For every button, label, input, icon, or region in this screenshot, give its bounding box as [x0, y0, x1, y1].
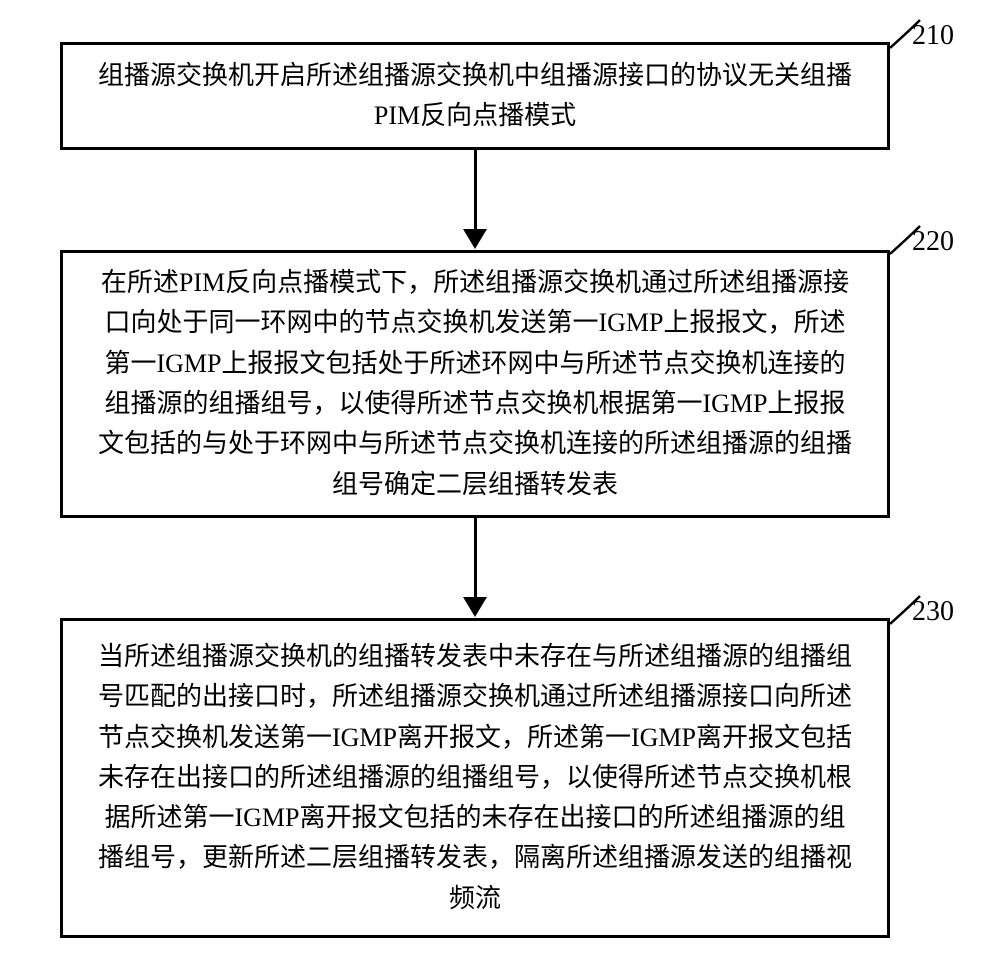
- arrow-210-to-220: [463, 150, 487, 249]
- step-label-210: 210: [912, 20, 954, 52]
- flowchart-step-210: 组播源交换机开启所述组播源交换机中组播源接口的协议无关组播PIM反向点播模式: [60, 42, 890, 150]
- step-label-220: 220: [912, 226, 954, 258]
- step-230-text: 当所述组播源交换机的组播转发表中未存在与所述组播源的组播组号匹配的出接口时，所述…: [93, 637, 857, 919]
- arrow-220-to-230: [463, 518, 487, 617]
- step-210-text: 组播源交换机开启所述组播源交换机中组播源接口的协议无关组播PIM反向点播模式: [93, 56, 857, 137]
- step-220-text: 在所述PIM反向点播模式下，所述组播源交换机通过所述组播源接口向处于同一环网中的…: [93, 263, 857, 505]
- flowchart-step-220: 在所述PIM反向点播模式下，所述组播源交换机通过所述组播源接口向处于同一环网中的…: [60, 250, 890, 518]
- step-label-230: 230: [912, 596, 954, 628]
- flowchart-container: 组播源交换机开启所述组播源交换机中组播源接口的协议无关组播PIM反向点播模式 2…: [0, 0, 1000, 966]
- flowchart-step-230: 当所述组播源交换机的组播转发表中未存在与所述组播源的组播组号匹配的出接口时，所述…: [60, 618, 890, 938]
